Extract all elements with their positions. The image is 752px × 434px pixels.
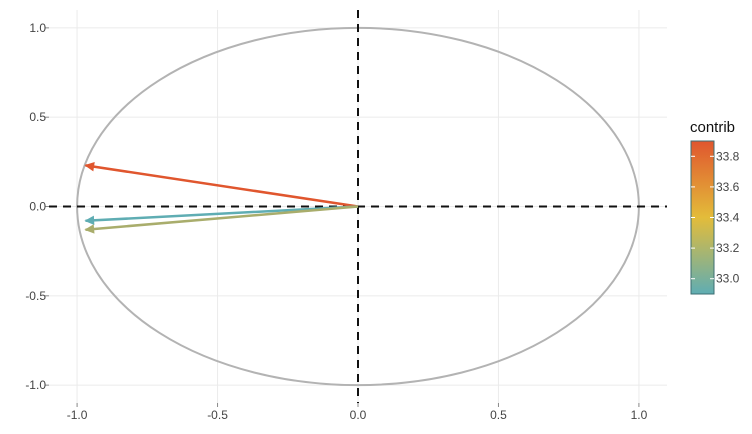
axis-ticks: -1.0 -0.5 0.0 0.5 1.0 1.0 0.5 0.0 -0.5 -1.0 [25,21,647,422]
y-tick-label: -0.5 [25,289,46,303]
y-tick-label: 1.0 [29,21,46,35]
legend-title: contrib [690,119,735,136]
x-tick-label: 1.0 [631,408,648,422]
vector-1 [85,164,359,208]
x-tick-label: -1.0 [67,408,88,422]
vector-1-arrowhead [84,162,95,172]
x-tick-label: -0.5 [207,408,228,422]
vector-3-arrowhead [84,224,95,234]
y-tick-label: 0.0 [29,200,46,214]
x-tick-label: 0.0 [350,408,367,422]
vector-2-arrowhead [84,215,95,226]
x-tick-label: 0.5 [490,408,507,422]
y-tick-label: -1.0 [25,378,46,392]
y-tick-label: 0.5 [29,110,46,124]
legend-tick-label: 33.4 [716,211,740,225]
vector-2 [85,205,359,223]
legend-tick-label: 33.8 [716,149,740,163]
legend-tick-label: 33.0 [716,272,740,286]
vectors [84,162,359,234]
legend-tick-label: 33.6 [716,180,740,194]
legend-tick-label: 33.2 [716,241,740,255]
vector-3 [85,205,359,231]
legend: contrib 33.0 33.2 33.4 33.6 33.8 [690,119,740,295]
